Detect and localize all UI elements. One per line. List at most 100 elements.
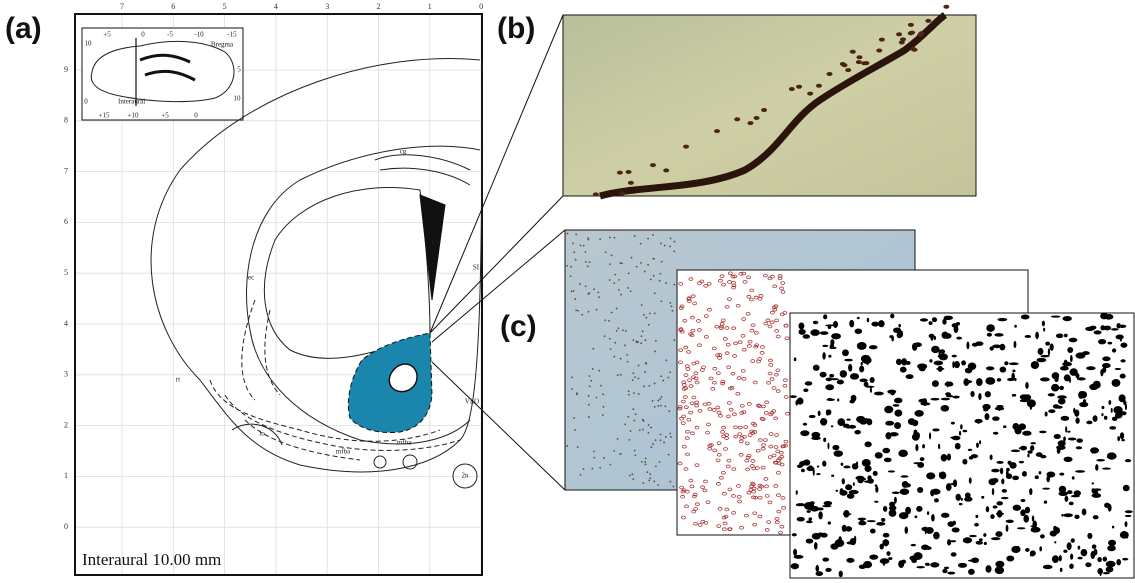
blob bbox=[929, 432, 931, 439]
dot bbox=[660, 375, 662, 377]
blob bbox=[985, 377, 995, 385]
blob bbox=[942, 569, 947, 574]
blob bbox=[893, 404, 900, 407]
blob bbox=[1068, 438, 1077, 441]
blob bbox=[1120, 342, 1127, 347]
blob bbox=[917, 487, 923, 493]
dot bbox=[632, 478, 634, 480]
blob bbox=[823, 314, 827, 319]
dot bbox=[669, 246, 671, 248]
dot bbox=[654, 351, 656, 353]
dot bbox=[648, 324, 650, 326]
spine bbox=[761, 108, 767, 112]
small-structure bbox=[403, 455, 417, 469]
dot bbox=[649, 473, 651, 475]
blob bbox=[1078, 546, 1081, 550]
blob bbox=[938, 355, 944, 358]
blob bbox=[1031, 527, 1041, 533]
blob bbox=[867, 318, 870, 322]
left-tick: 1 bbox=[64, 471, 68, 480]
blob bbox=[835, 490, 838, 492]
dot bbox=[611, 254, 613, 256]
dot bbox=[599, 467, 601, 469]
dot bbox=[604, 319, 606, 321]
dot bbox=[673, 284, 675, 286]
blob bbox=[796, 490, 798, 494]
blob bbox=[837, 380, 844, 385]
blob bbox=[981, 496, 984, 499]
spine bbox=[796, 85, 802, 89]
dot bbox=[634, 376, 636, 378]
blob bbox=[1086, 421, 1092, 425]
spine bbox=[909, 31, 915, 35]
blob bbox=[1006, 520, 1014, 523]
blob bbox=[932, 317, 937, 322]
blob bbox=[985, 413, 990, 420]
blob bbox=[1076, 438, 1082, 442]
region-label: cg bbox=[400, 148, 407, 156]
blob bbox=[1090, 551, 1095, 559]
blob bbox=[975, 515, 978, 518]
blob bbox=[816, 473, 820, 475]
blob bbox=[864, 465, 871, 472]
blob bbox=[831, 425, 834, 427]
blob bbox=[906, 374, 914, 379]
blob bbox=[806, 520, 813, 523]
blob bbox=[1063, 550, 1067, 553]
region-label: 2n bbox=[462, 472, 470, 480]
connector bbox=[430, 15, 563, 333]
blob bbox=[931, 514, 935, 522]
blob bbox=[1061, 416, 1070, 421]
blob bbox=[793, 549, 797, 556]
blob bbox=[972, 343, 978, 347]
blob bbox=[1039, 471, 1042, 474]
inset-label: +10 bbox=[128, 112, 139, 120]
blob bbox=[1006, 468, 1010, 472]
blob bbox=[867, 520, 876, 522]
top-tick: 4 bbox=[274, 2, 278, 11]
blob bbox=[995, 566, 1004, 574]
left-tick: 6 bbox=[64, 217, 68, 226]
blob bbox=[956, 337, 962, 340]
blob bbox=[839, 571, 843, 578]
blob bbox=[1100, 325, 1105, 330]
blob bbox=[1006, 473, 1012, 479]
blob bbox=[885, 432, 891, 439]
blob bbox=[883, 533, 890, 538]
dot bbox=[661, 261, 663, 263]
blob bbox=[1045, 412, 1048, 417]
blob bbox=[822, 352, 825, 359]
blob bbox=[862, 459, 871, 467]
dot bbox=[614, 237, 616, 239]
blob bbox=[790, 395, 797, 398]
blob bbox=[1059, 473, 1064, 476]
spine bbox=[816, 84, 822, 88]
blob bbox=[900, 489, 910, 495]
dot bbox=[570, 275, 572, 277]
blob bbox=[960, 424, 962, 429]
dot bbox=[630, 290, 632, 292]
blob bbox=[860, 519, 864, 525]
dot bbox=[657, 405, 659, 407]
blob bbox=[1035, 475, 1039, 479]
blob bbox=[829, 347, 836, 349]
dot bbox=[660, 405, 662, 407]
blob bbox=[1112, 379, 1121, 387]
blob bbox=[986, 366, 994, 370]
blob bbox=[942, 319, 946, 325]
dot bbox=[616, 330, 618, 332]
blob bbox=[1025, 507, 1030, 514]
blob bbox=[856, 461, 858, 465]
blob bbox=[806, 539, 814, 544]
dot bbox=[669, 302, 671, 304]
blob bbox=[1125, 510, 1133, 513]
blob bbox=[1070, 554, 1073, 560]
blob bbox=[931, 346, 939, 353]
blob bbox=[1071, 495, 1080, 497]
blob bbox=[849, 490, 859, 494]
dot bbox=[575, 309, 577, 311]
blob bbox=[820, 372, 827, 378]
blob bbox=[1031, 442, 1036, 444]
blob bbox=[813, 321, 818, 324]
blob bbox=[869, 555, 878, 560]
